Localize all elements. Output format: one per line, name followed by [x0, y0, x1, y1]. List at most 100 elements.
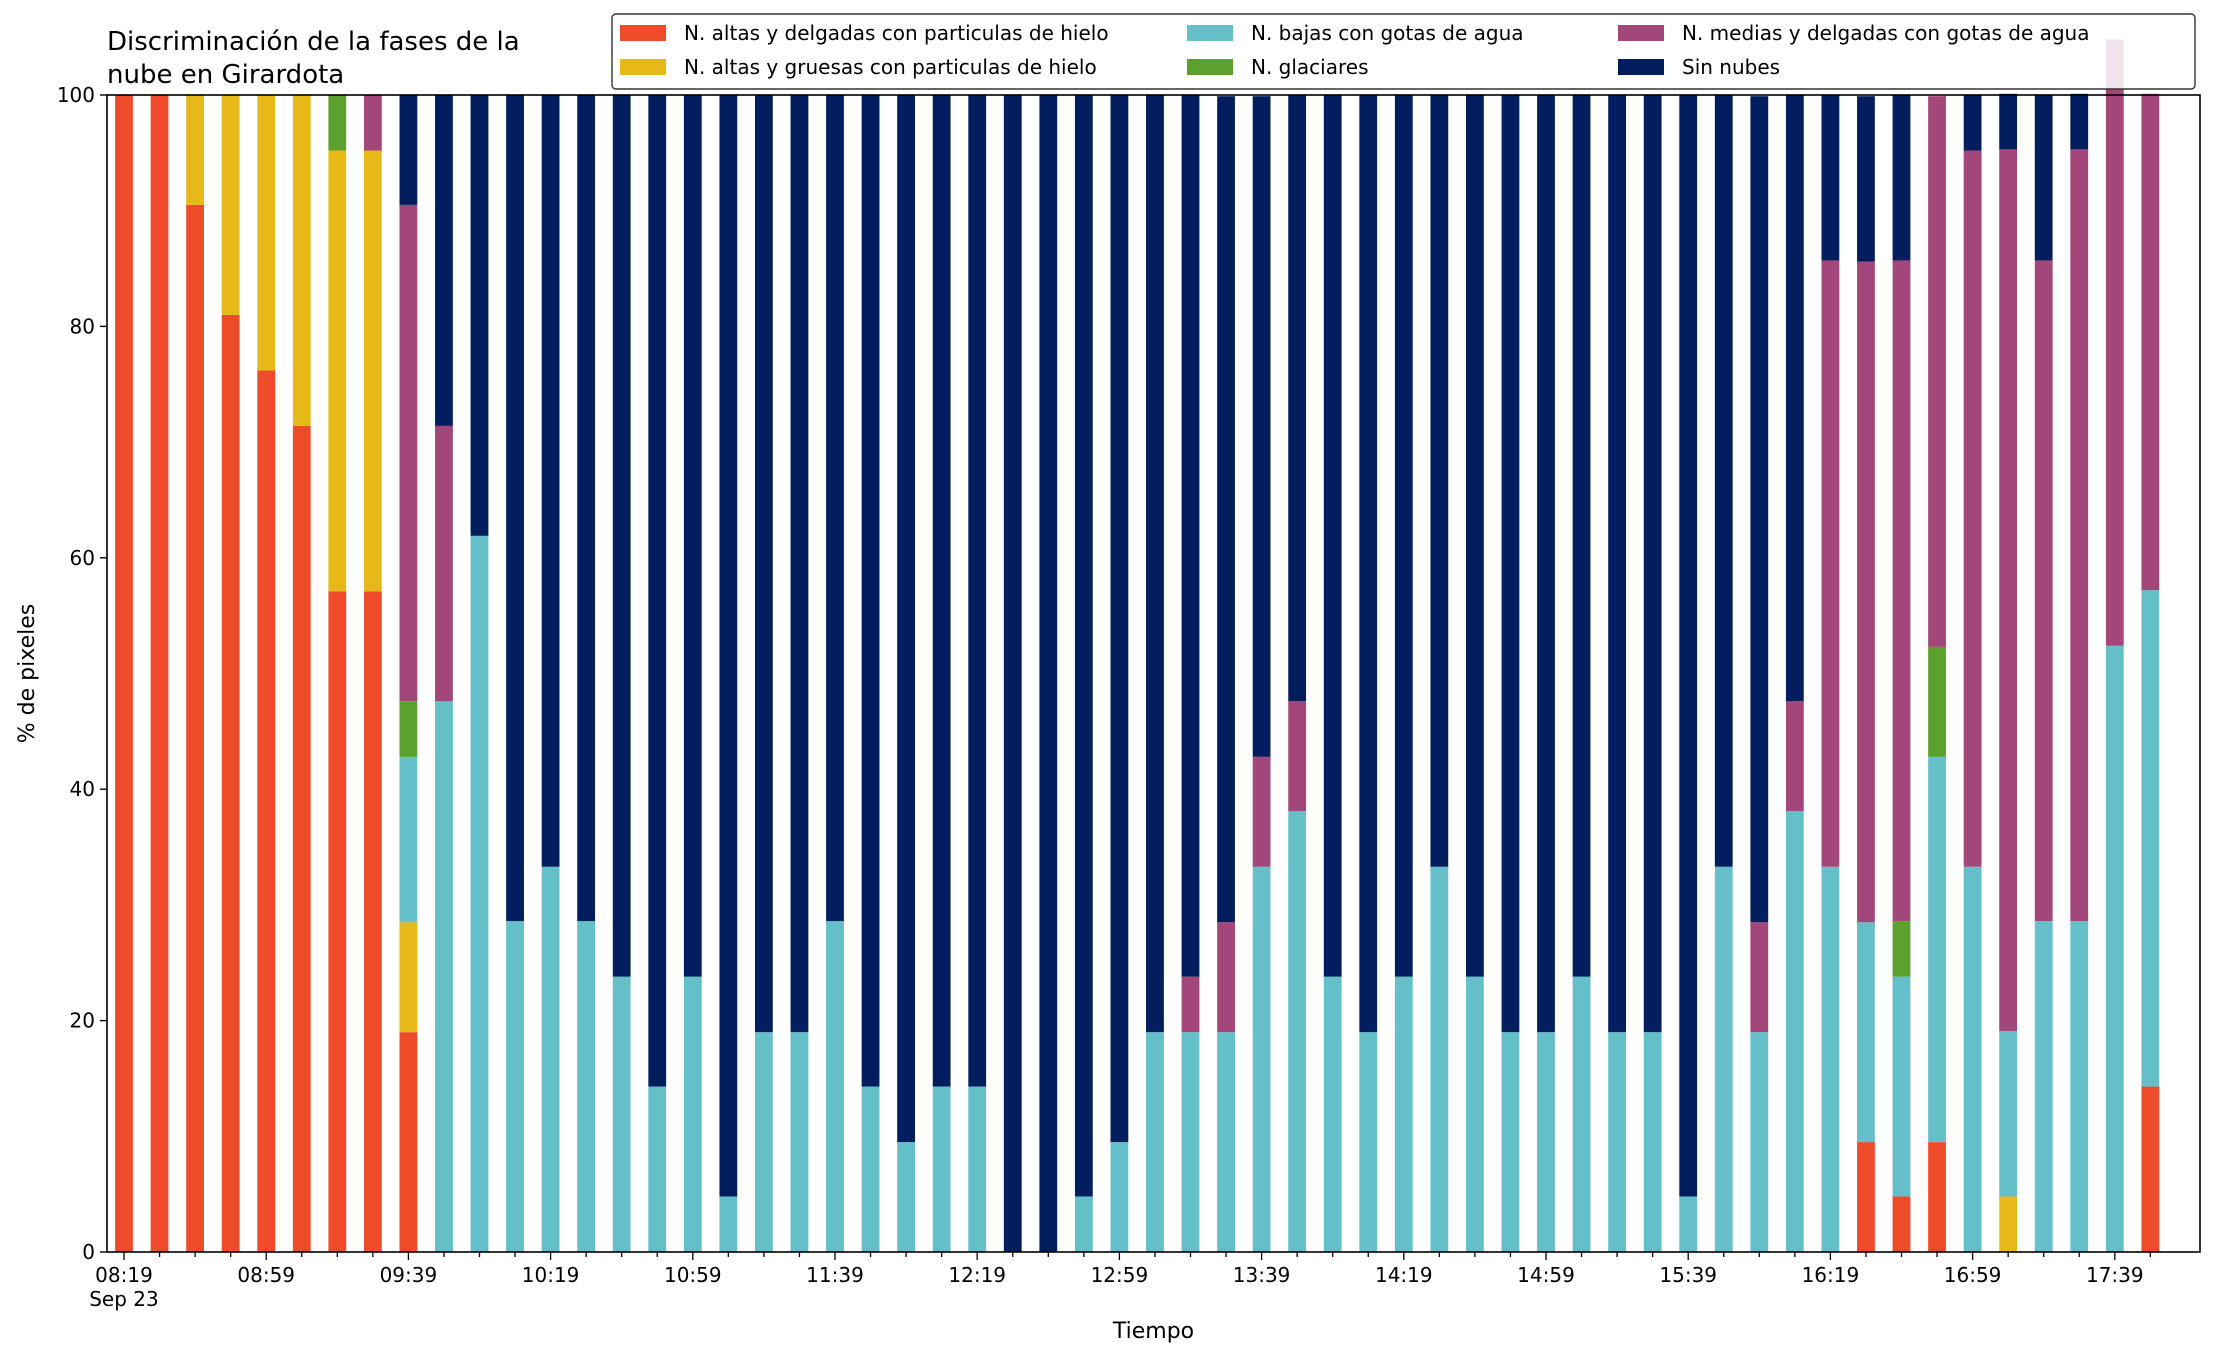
x-tick-label: 08:19 Sep 23: [89, 1263, 159, 1311]
legend-swatch-sin-nubes: [1618, 59, 1664, 75]
bar-segment-n-bajas-con-gotas-de-agua: [1928, 756, 1946, 1143]
bar-segment-n-medias-y-delgadas-con-gotas-de-agua: [1181, 976, 1200, 1033]
bar-segment-n-bajas-con-gotas-de-agua: [1857, 922, 1875, 1143]
bar-segment-sin-nubes: [1394, 95, 1413, 977]
bar-segment-n-altas-y-delgadas-con-particulas-de-hielo: [1857, 1142, 1875, 1252]
bar-segment-n-bajas-con-gotas-de-agua: [683, 976, 702, 1252]
bar-segment-n-bajas-con-gotas-de-agua: [1217, 1032, 1235, 1252]
x-axis-label: Tiempo: [1112, 1319, 1194, 1344]
bar-segment-n-glaciares: [399, 701, 418, 757]
bar-segment-n-altas-y-gruesas-con-particulas-de-hielo: [363, 150, 382, 592]
bar-segment-n-bajas-con-gotas-de-agua: [2034, 921, 2053, 1252]
bar-segment-n-bajas-con-gotas-de-agua: [719, 1196, 738, 1252]
bar-segment-n-bajas-con-gotas-de-agua: [1110, 1142, 1129, 1252]
x-tick-label: 16:59: [1944, 1263, 2002, 1287]
bar-segment-n-bajas-con-gotas-de-agua: [1537, 1032, 1555, 1252]
x-axis: 08:19 Sep 23 08:59 09:39 10:19 10:59 11:39 12:1…: [89, 1252, 2152, 1311]
legend-swatch-n-altas-y-delgadas-con-particulas-de-hielo: [620, 25, 666, 41]
bar-segment-sin-nubes: [1714, 95, 1733, 867]
bar-segment-sin-nubes: [683, 95, 702, 977]
bar-segment-n-glaciares: [1928, 646, 1946, 757]
x-tick-label: 14:19: [1375, 1263, 1433, 1287]
bar-segment-n-medias-y-delgadas-con-gotas-de-agua: [363, 95, 382, 151]
bar-segment-n-altas-y-delgadas-con-particulas-de-hielo: [328, 591, 347, 1252]
bar-segment-sin-nubes: [861, 95, 880, 1087]
bar-segment-n-altas-y-delgadas-con-particulas-de-hielo: [150, 95, 169, 1252]
bar-segment-n-altas-y-delgadas-con-particulas-de-hielo: [186, 204, 204, 1252]
bar-segment-n-altas-y-gruesas-con-particulas-de-hielo: [292, 95, 311, 426]
bar-segment-sin-nubes: [470, 95, 489, 536]
bar-segment-sin-nubes: [790, 95, 809, 1033]
bar-segment-n-bajas-con-gotas-de-agua: [1501, 1032, 1520, 1252]
bar-segment-n-bajas-con-gotas-de-agua: [1359, 1032, 1378, 1252]
legend-label-n-altas-y-delgadas-con-particulas-de-hielo: N. altas y delgadas con particulas de hi…: [684, 21, 1109, 45]
bar-segment-n-bajas-con-gotas-de-agua: [470, 535, 489, 1252]
bar-segment-n-bajas-con-gotas-de-agua: [1750, 1032, 1769, 1252]
legend: N. altas y delgadas con particulas de hi…: [611, 13, 2196, 90]
bar-segment-n-bajas-con-gotas-de-agua: [1679, 1196, 1698, 1252]
bar-segment-n-altas-y-delgadas-con-particulas-de-hielo: [399, 1032, 418, 1252]
bar-segment-n-altas-y-delgadas-con-particulas-de-hielo: [2141, 1086, 2160, 1252]
bar-segment-sin-nubes: [1785, 95, 1804, 702]
bar-segment-sin-nubes: [1074, 95, 1093, 1197]
x-tick-label: 14:59: [1517, 1263, 1575, 1287]
bar-segment-n-bajas-con-gotas-de-agua: [435, 701, 453, 1252]
bar-segment-n-bajas-con-gotas-de-agua: [1821, 866, 1840, 1252]
bar-segment-n-altas-y-delgadas-con-particulas-de-hielo: [257, 370, 276, 1252]
bar-segment-sin-nubes: [897, 95, 915, 1143]
bar-segment-n-glaciares: [328, 95, 347, 151]
bar-segment-n-bajas-con-gotas-de-agua: [1608, 1032, 1626, 1252]
bar-segment-sin-nubes: [1750, 96, 1769, 923]
bar-segment-sin-nubes: [2070, 93, 2089, 150]
bar-segment-n-bajas-con-gotas-de-agua: [1430, 866, 1449, 1252]
bar-segment-n-bajas-con-gotas-de-agua: [577, 921, 596, 1252]
bar-segment-n-bajas-con-gotas-de-agua: [541, 866, 560, 1252]
bar-segment-n-medias-y-delgadas-con-gotas-de-agua: [1750, 922, 1769, 1033]
bar-segment-sin-nubes: [1857, 96, 1875, 262]
bar-segment-sin-nubes: [648, 95, 667, 1087]
bar-segment-n-altas-y-delgadas-con-particulas-de-hielo: [1928, 1142, 1946, 1252]
legend-label-n-bajas-con-gotas-de-agua: N. bajas con gotas de agua: [1251, 21, 1524, 45]
bar-segment-sin-nubes: [1252, 96, 1271, 757]
bar-segment-n-bajas-con-gotas-de-agua: [1643, 1032, 1662, 1252]
x-tick-label: 12:19: [948, 1263, 1006, 1287]
bar-segment-n-medias-y-delgadas-con-gotas-de-agua: [435, 425, 453, 702]
bar-segment-n-bajas-con-gotas-de-agua: [897, 1142, 915, 1252]
x-tick-label: 17:39: [2086, 1263, 2144, 1287]
bar-segment-n-bajas-con-gotas-de-agua: [1963, 866, 1982, 1252]
bar-segment-n-medias-y-delgadas-con-gotas-de-agua: [1821, 260, 1840, 867]
chart-title: Discriminación de la fases de la nube en …: [107, 27, 520, 90]
bar-segment-sin-nubes: [719, 95, 738, 1197]
bar-segment-sin-nubes: [1679, 95, 1698, 1197]
bar-segment-n-bajas-con-gotas-de-agua: [1288, 811, 1307, 1252]
bar-segment-sin-nubes: [968, 95, 987, 1087]
bar-segment-sin-nubes: [435, 95, 453, 426]
bar-segment-sin-nubes: [1999, 93, 2018, 150]
bar-segment-n-bajas-con-gotas-de-agua: [1714, 866, 1733, 1252]
x-tick-label: 16:19: [1802, 1263, 1860, 1287]
bar-segment-sin-nubes: [612, 95, 631, 977]
y-tick-label: 0: [82, 1240, 95, 1264]
bar-segment-n-medias-y-delgadas-con-gotas-de-agua: [399, 204, 418, 702]
bar-segment-n-bajas-con-gotas-de-agua: [932, 1086, 951, 1252]
bar-segment-n-bajas-con-gotas-de-agua: [1252, 866, 1271, 1252]
bar-segment-n-altas-y-gruesas-con-particulas-de-hielo: [328, 150, 347, 592]
bar-segment-sin-nubes: [932, 95, 951, 1087]
bar-segment-n-altas-y-gruesas-con-particulas-de-hielo: [221, 95, 240, 315]
bar-segment-n-medias-y-delgadas-con-gotas-de-agua: [1217, 922, 1235, 1033]
bar-segment-sin-nubes: [1323, 95, 1342, 977]
bar-segment-n-altas-y-gruesas-con-particulas-de-hielo: [1999, 1196, 2018, 1252]
bar-segment-sin-nubes: [1466, 95, 1484, 977]
y-tick-label: 60: [70, 546, 95, 570]
x-tick-label: 10:19: [522, 1263, 580, 1287]
bar-segment-sin-nubes: [1288, 95, 1307, 702]
bar-segment-n-bajas-con-gotas-de-agua: [1785, 811, 1804, 1252]
bar-segment-n-bajas-con-gotas-de-agua: [755, 1032, 773, 1252]
bar-segment-sin-nubes: [2034, 95, 2053, 261]
bar-segment-n-bajas-con-gotas-de-agua: [1074, 1196, 1093, 1252]
bar-segment-n-altas-y-gruesas-con-particulas-de-hielo: [186, 95, 204, 205]
bar-segment-n-altas-y-delgadas-con-particulas-de-hielo: [221, 314, 240, 1253]
bar-segment-n-bajas-con-gotas-de-agua: [612, 976, 631, 1252]
bar-segment-n-altas-y-delgadas-con-particulas-de-hielo: [1892, 1196, 1911, 1252]
